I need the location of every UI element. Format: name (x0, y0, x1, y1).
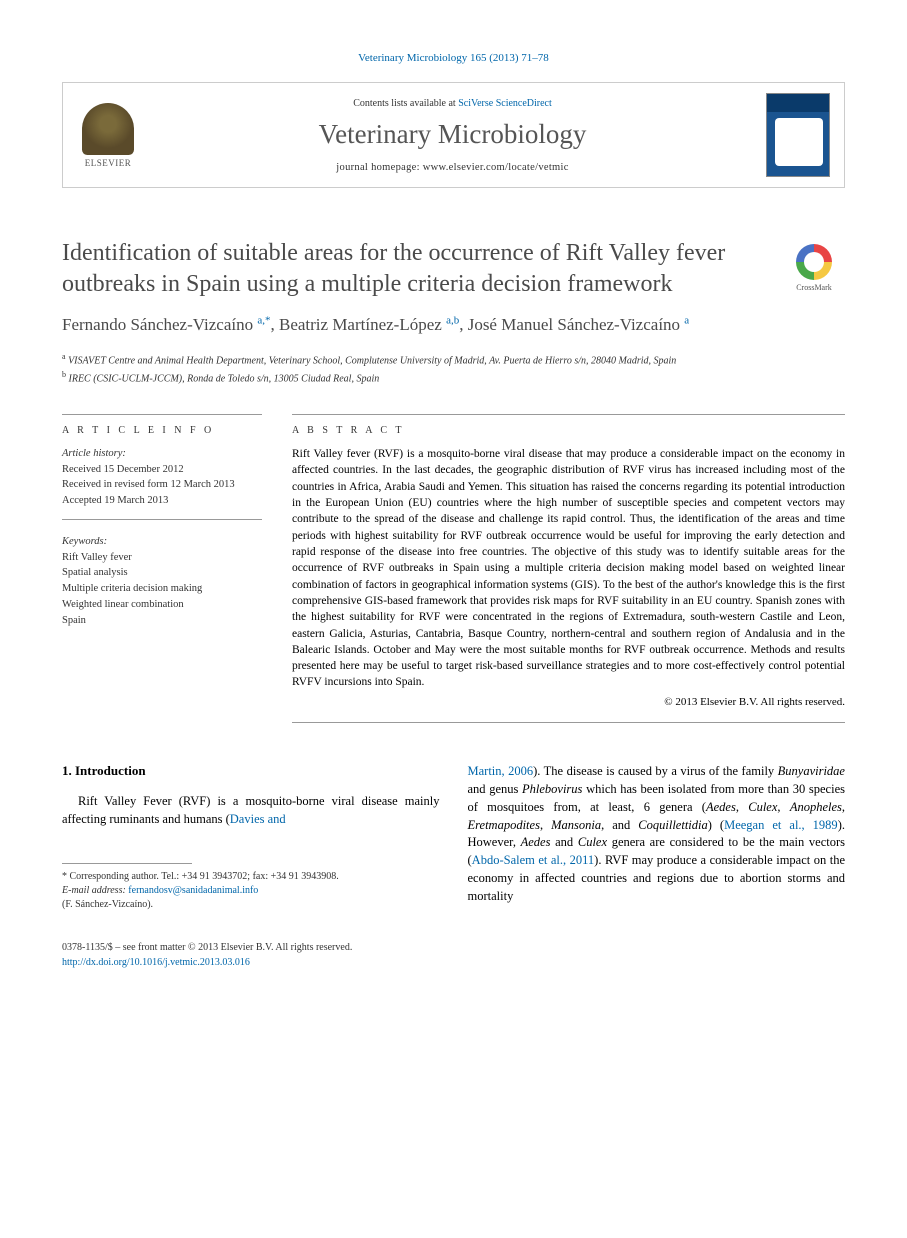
header-box: ELSEVIER Contents lists available at Sci… (62, 82, 845, 188)
cover-image-icon (775, 118, 823, 166)
keyword: Weighted linear combination (62, 599, 184, 610)
accepted-date: Accepted 19 March 2013 (62, 495, 168, 506)
cover-header-icon (767, 94, 829, 112)
article-history: Article history: Received 15 December 20… (62, 446, 262, 520)
ref-meegan[interactable]: Meegan et al., 1989 (724, 818, 838, 832)
crossmark-label: CrossMark (783, 283, 845, 292)
history-label: Article history: (62, 448, 126, 459)
intro-paragraph-left: Rift Valley Fever (RVF) is a mosquito-bo… (62, 793, 440, 829)
header-center: Contents lists available at SciVerse Sci… (155, 98, 750, 173)
issn-line: 0378-1135/$ – see front matter © 2013 El… (62, 940, 845, 955)
elsevier-logo[interactable]: ELSEVIER (77, 99, 139, 171)
contents-prefix: Contents lists available at (353, 98, 458, 109)
body-columns: 1. Introduction Rift Valley Fever (RVF) … (62, 763, 845, 912)
abstract-head: A B S T R A C T (292, 414, 845, 436)
article-title: Identification of suitable areas for the… (62, 238, 763, 299)
copyright-line: © 2013 Elsevier B.V. All rights reserved… (292, 695, 845, 711)
journal-name: Veterinary Microbiology (155, 119, 750, 150)
keyword: Rift Valley fever (62, 552, 132, 563)
affiliation-a: a VISAVET Centre and Animal Health Depar… (62, 351, 845, 368)
elsevier-tree-icon (82, 103, 134, 155)
contents-line: Contents lists available at SciVerse Sci… (155, 98, 750, 109)
ref-abdo-salem[interactable]: Abdo-Salem et al., 2011 (472, 853, 595, 867)
sciencedirect-link[interactable]: SciVerse ScienceDirect (458, 98, 552, 109)
author-email-link[interactable]: fernandosv@sanidadanimal.info (128, 885, 258, 896)
footnotes: * Corresponding author. Tel.: +34 91 394… (62, 870, 440, 912)
affiliations: a VISAVET Centre and Animal Health Depar… (62, 351, 845, 386)
elsevier-text: ELSEVIER (85, 158, 132, 168)
received-date: Received 15 December 2012 (62, 464, 184, 475)
ref-davies-martin-cont[interactable]: Martin, 2006 (468, 764, 534, 778)
footnote-divider (62, 863, 192, 864)
affiliation-b: b IREC (CSIC-UCLM-JCCM), Ronda de Toledo… (62, 369, 845, 386)
ref-davies-martin[interactable]: Davies and (230, 812, 286, 826)
right-column: Martin, 2006). The disease is caused by … (468, 763, 846, 912)
header-citation: Veterinary Microbiology 165 (2013) 71–78 (62, 52, 845, 64)
abstract-column: A B S T R A C T Rift Valley fever (RVF) … (292, 414, 845, 724)
keyword: Multiple criteria decision making (62, 583, 202, 594)
keyword: Spain (62, 615, 86, 626)
revised-date: Received in revised form 12 March 2013 (62, 479, 235, 490)
journal-homepage[interactable]: journal homepage: www.elsevier.com/locat… (155, 162, 750, 173)
email-line: E-mail address: fernandosv@sanidadanimal… (62, 884, 440, 898)
doi-link[interactable]: http://dx.doi.org/10.1016/j.vetmic.2013.… (62, 957, 250, 968)
journal-cover-thumbnail[interactable] (766, 93, 830, 177)
left-column: 1. Introduction Rift Valley Fever (RVF) … (62, 763, 440, 912)
article-info-column: A R T I C L E I N F O Article history: R… (62, 414, 262, 724)
keywords-label: Keywords: (62, 536, 107, 547)
article-info-head: A R T I C L E I N F O (62, 414, 262, 436)
intro-paragraph-right: Martin, 2006). The disease is caused by … (468, 763, 846, 905)
authors: Fernando Sánchez-Vizcaíno a,*, Beatriz M… (62, 313, 845, 337)
crossmark-icon (796, 244, 832, 280)
keywords-block: Keywords: Rift Valley fever Spatial anal… (62, 534, 262, 629)
corresponding-author: * Corresponding author. Tel.: +34 91 394… (62, 870, 440, 884)
abstract-text: Rift Valley fever (RVF) is a mosquito-bo… (292, 446, 845, 724)
page-footer: 0378-1135/$ – see front matter © 2013 El… (62, 940, 845, 970)
section-1-title: 1. Introduction (62, 763, 440, 779)
email-author-name: (F. Sánchez-Vizcaíno). (62, 898, 440, 912)
crossmark-badge[interactable]: CrossMark (783, 238, 845, 292)
keyword: Spatial analysis (62, 567, 128, 578)
